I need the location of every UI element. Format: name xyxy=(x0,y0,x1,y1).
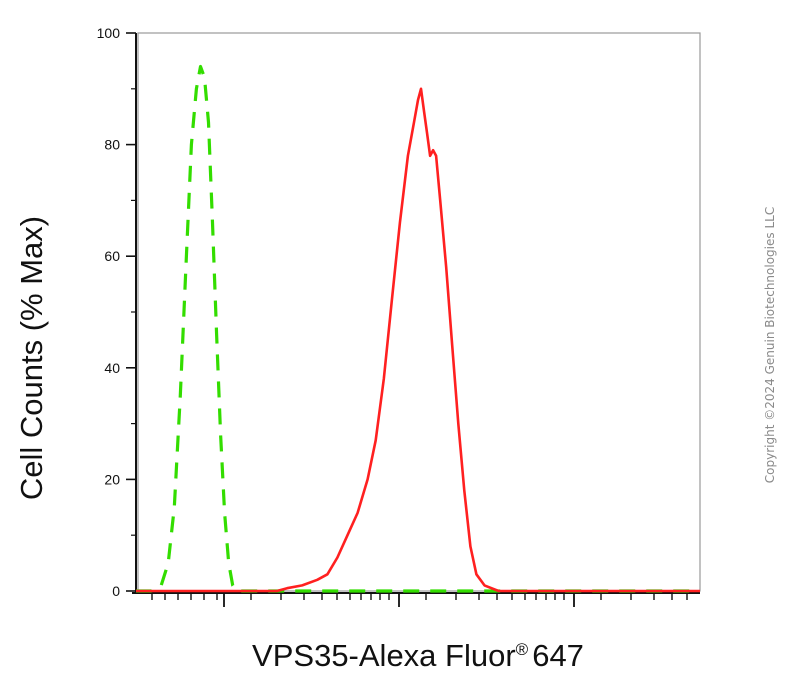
x-axis-title-suffix: 647 xyxy=(532,638,584,673)
y-tick-label: 80 xyxy=(104,137,120,153)
x-axis-title-mark: ® xyxy=(516,640,529,659)
y-tick-label: 20 xyxy=(104,471,120,487)
copyright-watermark: Copyright ©2024 Genuin Biotechnologies L… xyxy=(763,206,777,484)
x-axis-title: VPS35-Alexa Fluor® 647 xyxy=(252,638,584,673)
y-tick-label: 40 xyxy=(104,360,120,376)
y-axis-title: Cell Counts (% Max) xyxy=(14,216,49,500)
x-axis-ticks xyxy=(151,593,688,607)
y-tick-label: 100 xyxy=(97,25,121,41)
x-axis-title-text: VPS35-Alexa Fluor xyxy=(252,638,516,673)
y-axis-ticks: 0 20 40 60 80 100 xyxy=(97,25,136,599)
solid-series-line xyxy=(136,87,700,593)
y-tick-label: 0 xyxy=(112,583,120,599)
series-layer xyxy=(136,64,700,593)
dashed-series-line xyxy=(136,64,700,593)
plot-frame xyxy=(137,32,701,592)
y-tick-label: 60 xyxy=(104,248,120,264)
